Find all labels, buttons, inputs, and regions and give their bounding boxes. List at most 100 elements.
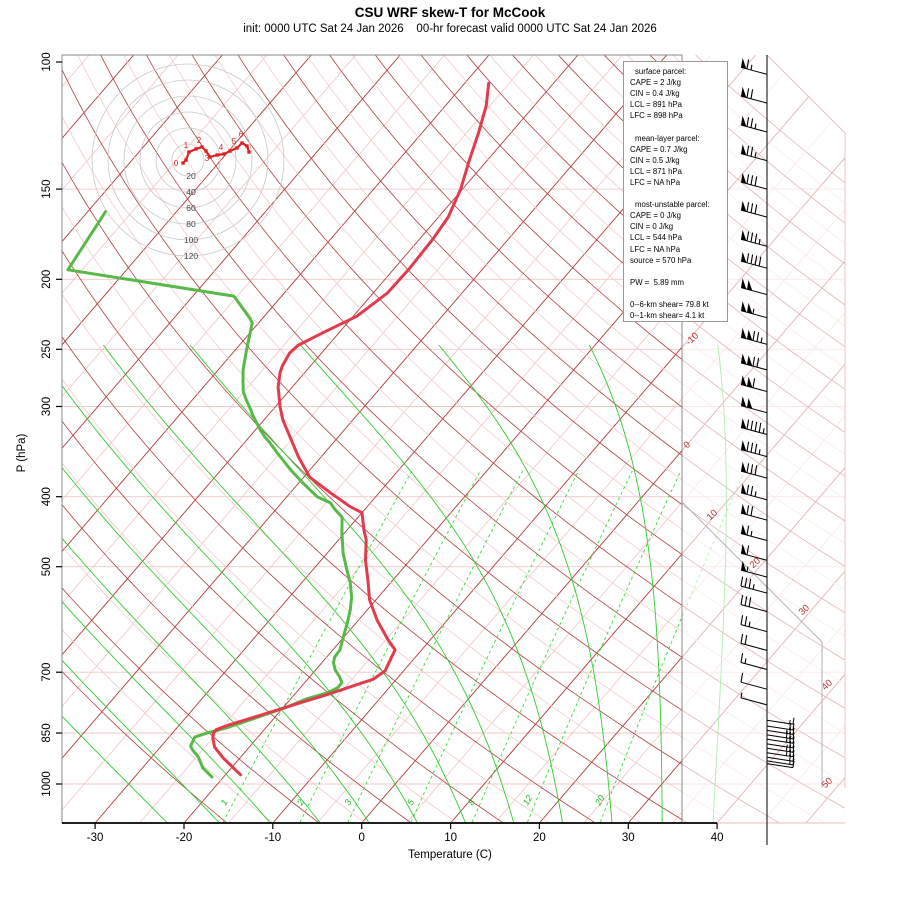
info-line: mean-layer parcel:	[635, 133, 700, 143]
wind-barb	[766, 740, 795, 749]
x-tick-label: 0	[358, 832, 364, 844]
wind-barb	[766, 727, 795, 735]
hodograph-ring-label: 40	[186, 187, 196, 197]
isotherm-label: 0	[682, 439, 693, 451]
info-line	[630, 266, 727, 277]
temperature-curve	[211, 81, 491, 777]
info-line: most-unstable parcel:	[635, 200, 710, 210]
info-line	[630, 288, 727, 299]
wind-barb	[740, 353, 768, 371]
x-tick-label: 10	[444, 832, 457, 844]
wind-barb-column	[740, 55, 795, 845]
wind-barb	[740, 200, 768, 218]
mixing-ratio-label: 1	[219, 798, 230, 807]
info-line: 0--6-km shear= 79.8 kt	[630, 299, 709, 309]
info-line: CIN = 0 J/kg	[630, 222, 674, 232]
wind-barb	[740, 503, 768, 521]
hodograph-km-label: 4	[219, 143, 224, 152]
p-tick-label: 100	[41, 52, 53, 71]
hodograph-km-label: 5	[232, 137, 237, 146]
mixing-ratio-label: 20	[592, 793, 606, 808]
wind-barb	[740, 461, 768, 479]
hodograph-trace	[182, 141, 251, 164]
background-lines-main	[62, 55, 682, 823]
info-line: CIN = 0.5 J/kg	[630, 155, 680, 165]
y-axis-label: P (hPa)	[16, 433, 28, 473]
isotherm-label: 30	[797, 603, 812, 618]
info-line: surface parcel:	[635, 67, 687, 76]
isotherm-label: 20	[748, 556, 763, 571]
wind-barb	[740, 86, 768, 104]
info-line: PW = 5.89 mm	[630, 277, 684, 287]
wind-barb	[740, 327, 768, 345]
wind-barb	[766, 749, 795, 758]
wind-barb	[740, 229, 768, 247]
wind-barb	[766, 736, 795, 744]
info-line: 0--1-km shear= 4.1 kt	[630, 311, 705, 321]
wind-barb	[766, 722, 795, 731]
p-tick-label: 150	[41, 180, 53, 199]
hodograph-km-label: 2	[197, 136, 202, 145]
wind-barb	[740, 440, 768, 458]
info-line: CAPE = 0.7 J/kg	[630, 144, 688, 154]
p-tick-label: 500	[41, 557, 53, 576]
x-tick-label: -30	[87, 832, 104, 844]
wind-barb	[740, 595, 768, 613]
info-line: LFC = NA hPa	[630, 244, 681, 254]
wind-barb	[740, 576, 768, 594]
wind-barb	[740, 375, 768, 392]
wind-barb	[766, 717, 795, 725]
x-tick-label: 20	[533, 832, 546, 844]
p-tick-label: 250	[41, 340, 53, 359]
plot-frame	[61, 54, 846, 824]
wind-barb	[740, 560, 768, 578]
p-tick-label: 400	[41, 487, 53, 506]
page-subtitle: init: 0000 UTC Sat 24 Jan 2026 00-hr for…	[243, 23, 657, 35]
p-tick-label: 1000	[41, 771, 53, 797]
wind-barb	[766, 744, 795, 753]
wind-barb	[740, 396, 768, 414]
wind-barb	[740, 672, 768, 690]
hodograph-km-label: 3	[205, 154, 210, 163]
mixing-ratio-labels: 1 2 3 5 8 12 20	[219, 793, 607, 808]
p-tick-label: 200	[41, 270, 53, 289]
wind-barb	[740, 278, 768, 296]
isotherm-label: 10	[705, 508, 720, 523]
hodograph-ring-label: 100	[184, 235, 198, 245]
mixing-ratio-label: 2	[294, 798, 306, 808]
info-line	[630, 188, 727, 199]
x-tick-label: -20	[176, 832, 193, 844]
p-tick-label: 300	[41, 397, 53, 416]
mixing-ratio-label: 12	[521, 793, 535, 807]
hodograph-ring-label: 80	[186, 219, 196, 229]
wind-barb	[740, 115, 768, 133]
x-axis-label: Temperature (C)	[408, 849, 492, 861]
p-tick-label: 850	[41, 723, 53, 742]
mixing-ratio-label: 8	[466, 798, 477, 807]
wind-barb	[740, 57, 768, 75]
hodograph-km-label: 1	[184, 141, 189, 150]
wind-barb	[740, 524, 768, 541]
hodograph-ring-label: 20	[186, 171, 196, 181]
wind-barb	[766, 731, 795, 740]
info-line: LCL = 871 hPa	[630, 166, 682, 176]
wind-barb	[766, 754, 795, 762]
info-line	[630, 121, 727, 132]
wind-barb	[740, 483, 768, 501]
info-line: CAPE = 2 J/kg	[630, 78, 681, 88]
background-lines-extension	[682, 55, 845, 823]
y-axis-ticks: 100 150 200 250 300 400 500 700 850 1000	[41, 52, 62, 797]
hodograph-ring-label: 120	[184, 251, 198, 261]
wind-barb	[740, 543, 768, 561]
hodograph-km-label: 0	[174, 159, 179, 168]
wind-barb	[740, 301, 768, 319]
info-line: LFC = 898 hPa	[630, 111, 683, 121]
wind-barb	[740, 144, 768, 162]
wind-barb	[740, 653, 768, 670]
p-tick-label: 700	[41, 663, 53, 682]
info-line: LCL = 544 hPa	[630, 233, 682, 243]
